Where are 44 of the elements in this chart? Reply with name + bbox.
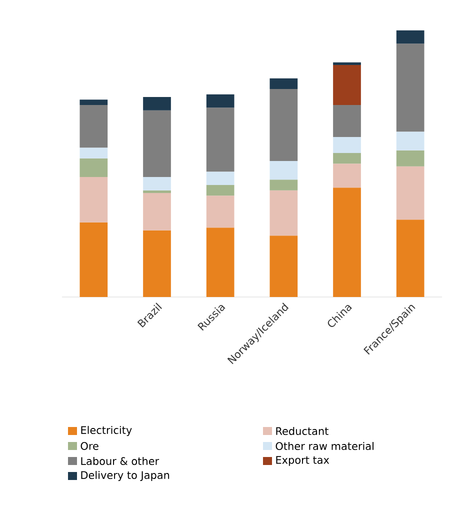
legend-label: Reductant — [276, 426, 328, 436]
bar — [80, 100, 108, 105]
legend-label: Export tax — [276, 456, 330, 466]
bar — [80, 222, 108, 297]
legend-label: Ore — [80, 442, 98, 450]
bar — [80, 104, 108, 148]
bar — [80, 158, 108, 177]
bar — [270, 236, 298, 297]
bar — [333, 136, 361, 153]
bar — [333, 104, 361, 137]
bar — [333, 64, 361, 105]
bar — [143, 230, 171, 297]
bar — [143, 176, 171, 190]
bar — [333, 152, 361, 164]
bar — [143, 96, 171, 110]
bar — [396, 150, 424, 166]
bar — [396, 166, 424, 220]
legend-label: Labour & other — [81, 456, 160, 466]
bar — [270, 160, 298, 180]
bar — [270, 180, 298, 190]
bar — [396, 220, 424, 297]
bar — [333, 62, 361, 65]
bar — [396, 30, 424, 44]
bar — [206, 196, 234, 228]
bar — [396, 132, 424, 150]
bar — [143, 110, 171, 177]
bar — [270, 88, 298, 161]
bar — [80, 176, 108, 222]
bar — [206, 184, 234, 196]
bar — [333, 164, 361, 188]
bar — [206, 108, 234, 172]
bar — [206, 94, 234, 108]
bar — [270, 78, 298, 89]
bar — [270, 190, 298, 236]
bar — [143, 190, 171, 193]
bar — [206, 228, 234, 297]
legend-label: Delivery to Japan — [81, 470, 170, 482]
bar — [80, 148, 108, 158]
bar — [333, 188, 361, 297]
bar — [206, 172, 234, 185]
bar — [396, 44, 424, 132]
legend-label: Electricity — [81, 426, 132, 436]
legend-label: Other raw material — [276, 442, 374, 450]
bar — [143, 192, 171, 230]
